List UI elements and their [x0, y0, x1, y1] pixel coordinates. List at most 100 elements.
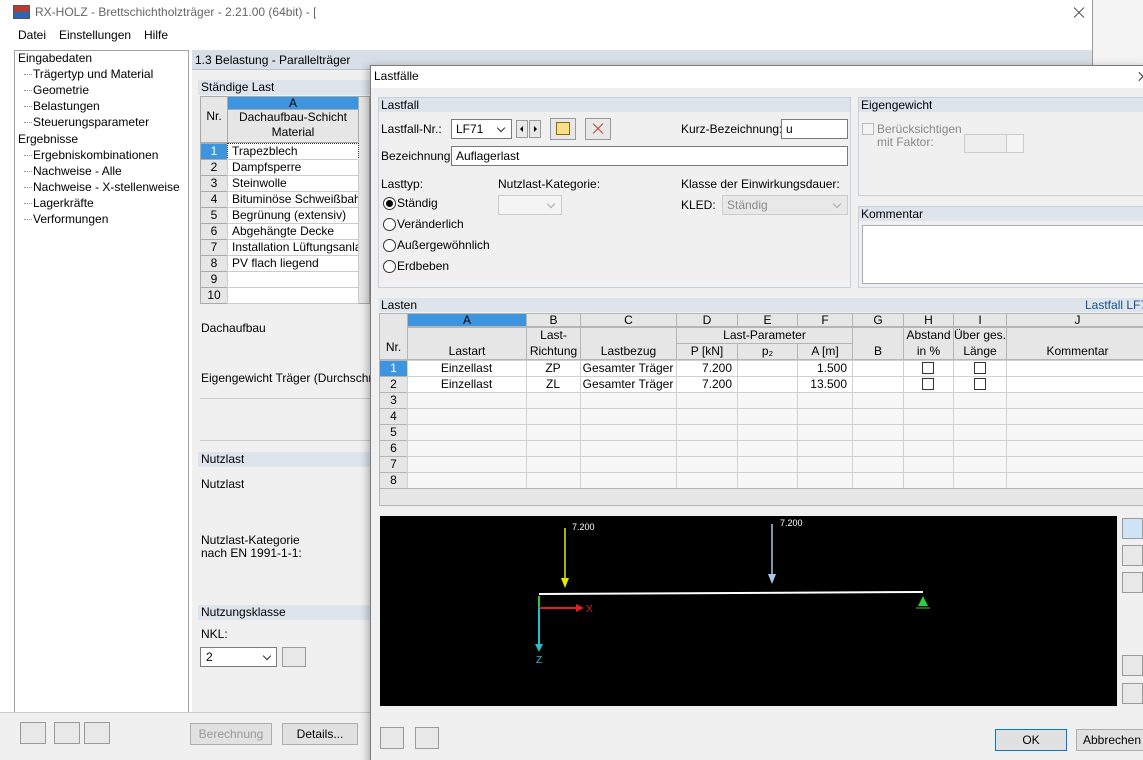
table-cell[interactable]	[526, 456, 581, 473]
dropdown[interactable]: 2	[200, 647, 277, 667]
nav-item[interactable]: Lagerkräfte	[33, 196, 94, 210]
table-cell[interactable]: Abgehängte Decke	[227, 223, 359, 240]
table-cell[interactable]	[407, 456, 527, 473]
table-cell[interactable]	[526, 424, 581, 441]
radio-label[interactable]: Ständig	[397, 196, 438, 210]
table-cell[interactable]	[852, 392, 904, 409]
toolbar-icon[interactable]	[84, 722, 110, 744]
menu-item[interactable]: Hilfe	[144, 28, 169, 42]
table-cell[interactable]	[797, 440, 853, 457]
table-cell[interactable]	[953, 392, 1007, 409]
nav-group[interactable]: Eingabedaten	[18, 51, 93, 65]
table-cell[interactable]	[852, 472, 904, 489]
table-cell[interactable]	[526, 440, 581, 457]
button[interactable]: Details...	[282, 723, 358, 745]
toolbar-icon[interactable]	[1122, 572, 1143, 593]
table-cell[interactable]	[676, 408, 738, 425]
nav-item[interactable]: Verformungen	[33, 212, 109, 226]
checkbox[interactable]	[973, 362, 986, 374]
table-cell[interactable]	[227, 287, 359, 304]
checkbox[interactable]	[973, 378, 986, 390]
checkbox[interactable]	[922, 362, 934, 374]
table-cell[interactable]	[407, 472, 527, 489]
nav-item[interactable]: Nachweise - Alle	[33, 164, 122, 178]
button[interactable]: Abbrechen	[1076, 729, 1143, 751]
toolbar-icon[interactable]	[1122, 655, 1143, 676]
input-field[interactable]: Auflagerlast	[451, 146, 848, 166]
table-cell[interactable]	[737, 408, 798, 425]
table-cell[interactable]	[797, 456, 853, 473]
table-cell[interactable]	[953, 440, 1007, 457]
radio-label[interactable]: Erdbeben	[397, 259, 450, 273]
table-cell[interactable]	[676, 472, 738, 489]
radio-button[interactable]	[383, 260, 396, 273]
table-cell[interactable]	[407, 408, 527, 425]
table-cell[interactable]	[580, 392, 677, 409]
table-cell[interactable]: Begrünung (extensiv)	[227, 207, 359, 224]
table-cell[interactable]	[903, 472, 954, 489]
nav-item[interactable]: Nachweise - X-stellenweise	[33, 180, 180, 194]
table-cell[interactable]	[797, 408, 853, 425]
nav-item[interactable]: Trägertyp und Material	[33, 67, 154, 81]
table-cell[interactable]	[407, 424, 527, 441]
table-cell[interactable]	[407, 392, 527, 409]
table-cell[interactable]	[676, 440, 738, 457]
table-cell[interactable]	[526, 472, 581, 489]
toolbar-icon[interactable]	[415, 727, 439, 749]
table-cell[interactable]	[1006, 360, 1143, 377]
input-field[interactable]: u	[781, 119, 848, 139]
table-cell[interactable]	[1006, 376, 1143, 393]
table-cell[interactable]	[580, 440, 677, 457]
model-graphic[interactable]: 7.200 7.200 X Z	[380, 516, 1117, 706]
table-cell[interactable]	[1006, 472, 1143, 489]
table-cell[interactable]	[852, 424, 904, 441]
toolbar-icon[interactable]	[380, 727, 404, 749]
table-cell[interactable]	[903, 408, 954, 425]
table-cell[interactable]	[852, 408, 904, 425]
table-cell[interactable]	[676, 392, 738, 409]
table-cell[interactable]	[737, 392, 798, 409]
table-cell[interactable]	[852, 440, 904, 457]
text-area[interactable]	[862, 225, 1143, 284]
toolbar-icon[interactable]	[1122, 518, 1143, 539]
table-cell[interactable]	[737, 440, 798, 457]
menu-item[interactable]: Datei	[18, 28, 47, 42]
table-cell[interactable]	[797, 424, 853, 441]
table-cell[interactable]	[953, 472, 1007, 489]
dropdown[interactable]: LF71	[451, 119, 512, 139]
table-cell[interactable]: Steinwolle	[227, 175, 359, 192]
toolbar-icon[interactable]	[1122, 545, 1143, 566]
toolbar-icon[interactable]	[54, 722, 80, 744]
table-cell[interactable]	[903, 424, 954, 441]
table-cell[interactable]	[797, 472, 853, 489]
table-cell[interactable]: Installation Lüftungsanlag	[227, 239, 359, 256]
table-cell[interactable]	[526, 392, 581, 409]
table-cell[interactable]	[852, 376, 904, 393]
checkbox[interactable]	[922, 378, 934, 390]
nav-group[interactable]: Ergebnisse	[18, 132, 79, 146]
radio-label[interactable]: Außergewöhnlich	[397, 238, 490, 252]
table-cell[interactable]	[1006, 408, 1143, 425]
radio-label[interactable]: Veränderlich	[397, 217, 464, 231]
table-cell[interactable]	[227, 271, 359, 288]
table-cell[interactable]	[580, 408, 677, 425]
table-cell[interactable]	[676, 456, 738, 473]
nav-item[interactable]: Steuerungsparameter	[33, 115, 150, 129]
table-cell[interactable]	[407, 440, 527, 457]
radio-button[interactable]	[383, 239, 396, 252]
table-cell[interactable]	[903, 392, 954, 409]
table-cell[interactable]	[1006, 456, 1143, 473]
table-cell[interactable]	[1006, 424, 1143, 441]
table-cell[interactable]	[953, 424, 1007, 441]
table-cell[interactable]: Trapezblech	[227, 143, 359, 160]
table-cell[interactable]: Dampfsperre	[227, 159, 359, 176]
radio-button[interactable]	[383, 218, 396, 231]
table-cell[interactable]	[580, 472, 677, 489]
table-cell[interactable]	[903, 456, 954, 473]
table-cell[interactable]	[737, 360, 798, 377]
table-cell[interactable]	[953, 408, 1007, 425]
table-cell[interactable]	[852, 456, 904, 473]
table-cell[interactable]: PV flach liegend	[227, 255, 359, 272]
table-cell[interactable]	[526, 408, 581, 425]
toolbar-icon[interactable]	[1122, 683, 1143, 704]
